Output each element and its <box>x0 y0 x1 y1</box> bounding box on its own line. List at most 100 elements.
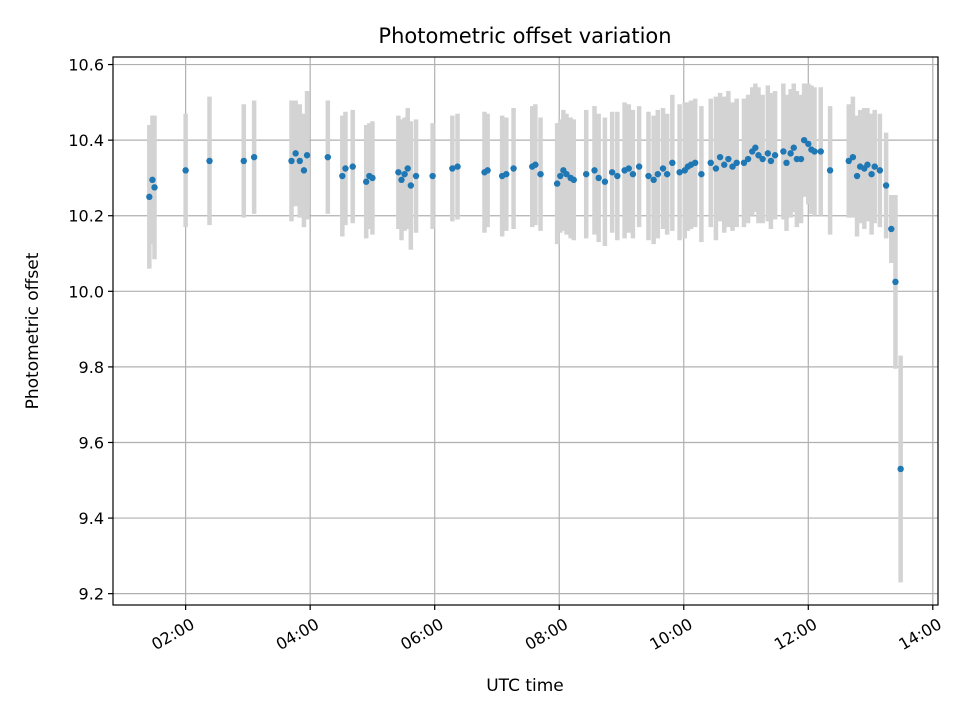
data-point <box>557 172 564 180</box>
data-point <box>342 165 349 172</box>
data-point <box>595 174 602 182</box>
y-tick-label: 10.4 <box>68 131 104 150</box>
data-point <box>771 152 779 159</box>
data-point <box>303 152 311 159</box>
data-point <box>800 136 808 144</box>
data-point <box>369 174 376 182</box>
data-point <box>324 153 332 161</box>
plot-frame <box>112 56 939 606</box>
data-point <box>790 144 797 151</box>
data-point <box>629 170 637 178</box>
data-point <box>300 167 308 174</box>
data-point <box>805 140 812 148</box>
data-point <box>864 161 871 168</box>
data-point <box>429 172 436 180</box>
data-point <box>401 170 408 178</box>
y-tick-label: 10.0 <box>68 282 104 301</box>
data-point <box>570 176 577 184</box>
data-point <box>149 176 156 184</box>
data-point <box>601 178 609 185</box>
data-point <box>797 155 805 163</box>
data-point <box>698 170 705 178</box>
data-point <box>563 170 570 178</box>
data-point <box>759 155 766 163</box>
data-point <box>484 167 491 174</box>
data-point <box>608 169 616 176</box>
data-point <box>892 278 899 286</box>
data-point <box>707 159 714 167</box>
data-point <box>510 165 517 172</box>
data-point <box>146 193 153 201</box>
data-point <box>151 184 158 191</box>
data-point <box>744 155 752 163</box>
y-tick-label: 9.6 <box>79 433 104 452</box>
x-axis-label: UTC time <box>486 676 564 696</box>
data-point <box>349 163 356 170</box>
data-point <box>787 150 794 157</box>
data-point <box>849 153 857 161</box>
y-tick-label: 10.2 <box>68 207 104 226</box>
data-point <box>826 167 834 174</box>
data-point <box>532 161 539 168</box>
data-point <box>721 161 728 168</box>
data-point <box>339 172 346 180</box>
data-point <box>503 170 510 178</box>
data-point <box>654 170 662 178</box>
data-point <box>725 155 732 163</box>
data-point <box>752 144 759 151</box>
data-point <box>635 163 643 170</box>
data-point <box>591 167 598 174</box>
data-point <box>853 172 861 180</box>
data-point <box>206 157 213 165</box>
y-tick-label: 9.2 <box>79 585 104 604</box>
y-tick-label: 10.6 <box>68 56 104 75</box>
data-point <box>691 159 699 167</box>
data-point <box>669 159 676 167</box>
data-point <box>716 153 724 161</box>
y-tick-label: 9.4 <box>79 509 104 528</box>
data-point <box>868 170 875 178</box>
data-point <box>614 172 621 180</box>
y-tick-label: 9.8 <box>79 358 104 377</box>
y-axis-label: Photometric offset <box>23 252 43 409</box>
data-point <box>537 170 544 178</box>
data-point <box>583 170 590 178</box>
data-point <box>767 157 775 165</box>
data-point <box>755 152 762 159</box>
data-point <box>404 165 411 172</box>
data-point <box>250 153 258 161</box>
data-point <box>817 148 824 155</box>
data-point <box>296 157 303 165</box>
data-point <box>740 159 748 167</box>
data-point <box>363 178 370 185</box>
chart-title: Photometric offset variation <box>378 24 671 48</box>
data-point <box>845 157 852 165</box>
data-point <box>871 163 878 170</box>
data-point <box>811 148 818 155</box>
data-point <box>412 172 420 180</box>
data-point <box>292 150 299 157</box>
data-point <box>659 165 667 172</box>
data-point <box>407 182 415 189</box>
data-point <box>395 169 402 176</box>
data-point <box>897 465 904 473</box>
data-point <box>663 170 671 178</box>
data-point <box>182 167 189 174</box>
data-point <box>764 150 772 157</box>
data-point <box>780 148 787 155</box>
data-point <box>729 163 736 170</box>
data-point <box>398 176 405 184</box>
data-point <box>645 172 652 180</box>
data-point <box>676 169 683 176</box>
data-point <box>650 176 657 184</box>
data-point <box>733 159 740 167</box>
data-point <box>783 159 790 167</box>
data-point <box>553 180 561 187</box>
data-points <box>146 136 904 473</box>
data-point <box>712 165 720 172</box>
data-point <box>876 167 884 174</box>
data-point <box>240 157 247 165</box>
data-point <box>882 182 890 189</box>
data-point <box>625 165 632 172</box>
